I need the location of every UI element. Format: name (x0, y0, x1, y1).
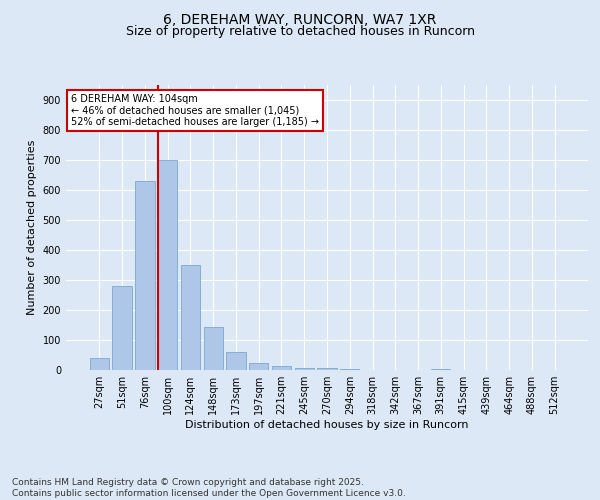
Text: Contains HM Land Registry data © Crown copyright and database right 2025.
Contai: Contains HM Land Registry data © Crown c… (12, 478, 406, 498)
Bar (317, 368, 337, 370)
Text: Size of property relative to detached houses in Runcorn: Size of property relative to detached ho… (125, 25, 475, 38)
Bar (249, 362, 268, 370)
X-axis label: Distribution of detached houses by size in Runcorn: Distribution of detached houses by size … (185, 420, 469, 430)
Bar (90, 358, 109, 370)
Bar (340, 368, 359, 370)
Bar (295, 368, 314, 370)
Bar (112, 286, 132, 370)
Text: 6 DEREHAM WAY: 104sqm
← 46% of detached houses are smaller (1,045)
52% of semi-d: 6 DEREHAM WAY: 104sqm ← 46% of detached … (71, 94, 319, 126)
Text: 6, DEREHAM WAY, RUNCORN, WA7 1XR: 6, DEREHAM WAY, RUNCORN, WA7 1XR (163, 12, 437, 26)
Bar (226, 352, 245, 370)
Y-axis label: Number of detached properties: Number of detached properties (27, 140, 37, 315)
Bar (272, 366, 291, 370)
Bar (158, 160, 178, 370)
Bar (203, 326, 223, 370)
Bar (135, 181, 155, 370)
Bar (181, 265, 200, 370)
